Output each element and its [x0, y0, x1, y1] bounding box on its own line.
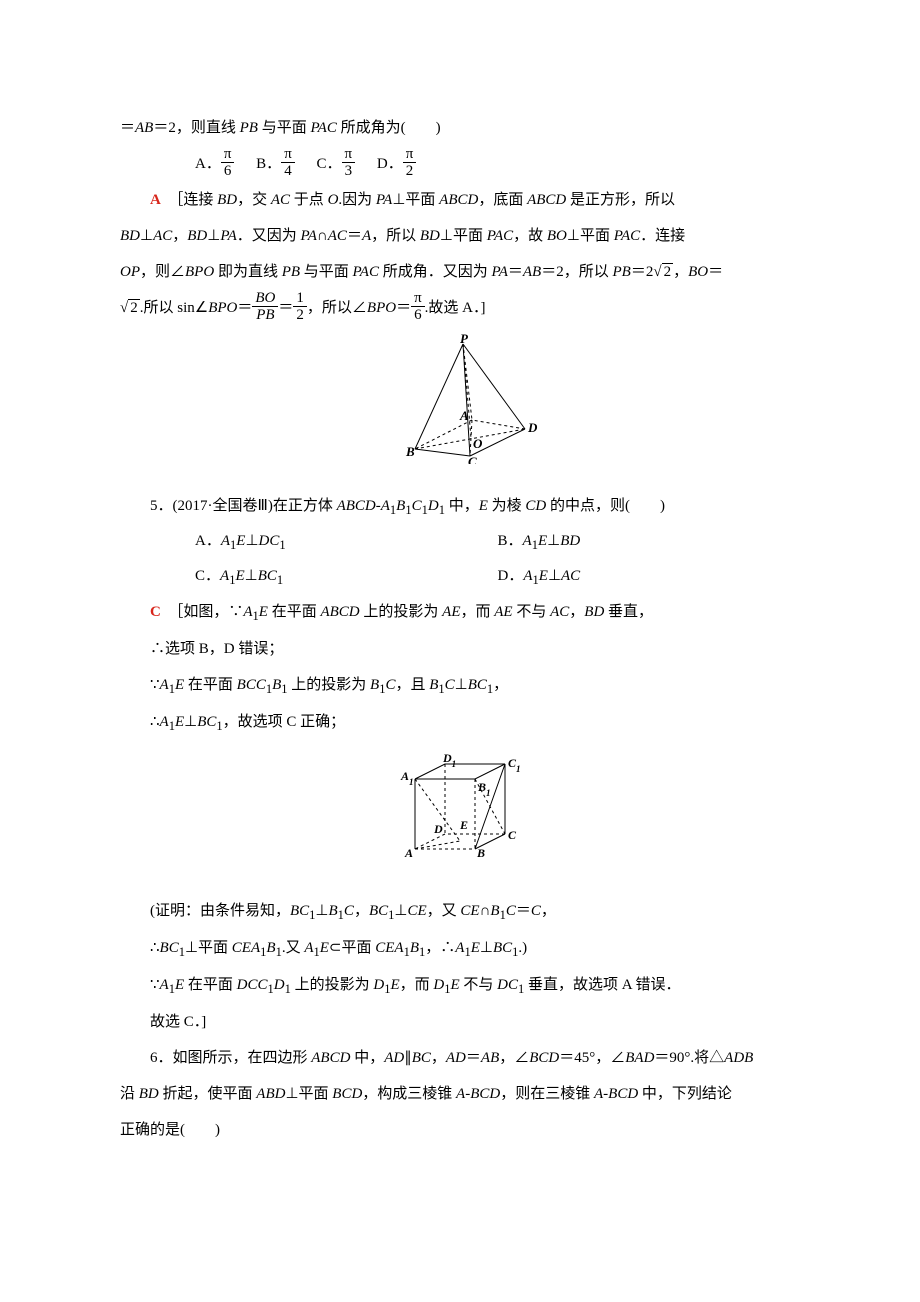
svg-text:A1: A1: [400, 769, 414, 787]
q5-exp-l4: ∴A1E⊥BC1，故选项 C 正确；: [120, 704, 800, 741]
q5-exp-l5: (证明：由条件易知，BC1⊥B1C，BC1⊥CE，又 CE∩B1C＝C，: [120, 893, 800, 930]
q5-stem: 5．(2017·全国卷Ⅲ)在正方体 ABCD-A1B1C1D1 中，E 为棱 C…: [120, 488, 800, 525]
svg-text:P: P: [460, 334, 469, 346]
svg-text:B: B: [476, 846, 485, 860]
svg-text:D1: D1: [442, 751, 456, 769]
q5-options-row1: A．A1E⊥DC1 B．A1E⊥BD: [195, 525, 800, 560]
q5-options-row2: C．A1E⊥BC1 D．A1E⊥AC: [195, 560, 800, 595]
q5-answer-letter: C: [150, 604, 161, 620]
svg-text:A: A: [459, 408, 469, 423]
svg-text:A: A: [404, 846, 413, 860]
page: ＝AB＝2，则直线 PB 与平面 PAC 所成角为( ) A．π6 B．π4 C…: [0, 0, 920, 1302]
svg-text:E: E: [459, 818, 468, 832]
svg-text:C1: C1: [508, 756, 521, 774]
svg-text:C: C: [468, 454, 477, 464]
q5-exp-l3: ∵A1E 在平面 BCC1B1 上的投影为 B1C，且 B1C⊥BC1，: [120, 667, 800, 704]
svg-text:D: D: [433, 822, 443, 836]
q5-exp-l8: 故选 C．]: [120, 1004, 800, 1040]
q5-exp-l2: ∴选项 B，D 错误；: [120, 631, 800, 667]
svg-text:D: D: [527, 420, 538, 435]
q5-option-d[interactable]: D．A1E⊥AC: [498, 560, 801, 595]
q4-options: A．π6 B．π4 C．π3 D．π2: [195, 146, 800, 182]
q4-option-a[interactable]: A．π6: [195, 146, 234, 182]
q4-stem-continuation: ＝AB＝2，则直线 PB 与平面 PAC 所成角为( ): [120, 110, 800, 146]
q5-exp-l6: ∴BC1⊥平面 CEA1B1.又 A1E⊂平面 CEA1B1，∴A1E⊥BC1.…: [120, 930, 800, 967]
q5-option-a[interactable]: A．A1E⊥DC1: [195, 525, 498, 560]
q4-option-d[interactable]: D．π2: [377, 146, 416, 182]
svg-text:C: C: [508, 828, 517, 842]
q4-exp-line4: √2.所以 sin∠BPO＝BOPB＝12，所以∠BPO＝π6.故选 A．]: [120, 290, 800, 326]
q4-option-c[interactable]: C．π3: [317, 146, 356, 182]
q4-option-b[interactable]: B．π4: [256, 146, 295, 182]
q6-stem-l2: 沿 BD 折起，使平面 ABD⊥平面 BCD，构成三棱锥 A-BCD，则在三棱锥…: [120, 1076, 800, 1112]
q5-answer-line1: C ［如图，∵A1E 在平面 ABCD 上的投影为 AE，而 AE 不与 AC，…: [120, 594, 800, 631]
svg-text:B: B: [405, 444, 415, 459]
q5-option-b[interactable]: B．A1E⊥BD: [498, 525, 801, 560]
svg-text:O: O: [473, 436, 483, 451]
q4-answer-letter: A: [150, 192, 161, 208]
q4-exp-line2: BD⊥AC，BD⊥PA．又因为 PA∩AC＝A，所以 BD⊥平面 PAC，故 B…: [120, 218, 800, 254]
q4-exp-line3: OP，则∠BPO 即为直线 PB 与平面 PAC 所成角．又因为 PA＝AB＝2…: [120, 254, 800, 290]
q5-figure-cube: A B C D A1 B1 C1 D1 E: [120, 749, 800, 883]
q4-answer-explanation: A ［连接 BD，交 AC 于点 O.因为 PA⊥平面 ABCD，底面 ABCD…: [120, 182, 800, 218]
q4-figure-pyramid: P A B C D O: [120, 334, 800, 478]
q5-option-c[interactable]: C．A1E⊥BC1: [195, 560, 498, 595]
q6-stem-l1: 6．如图所示，在四边形 ABCD 中，AD∥BC，AD＝AB，∠BCD＝45°，…: [120, 1040, 800, 1076]
q5-exp-l7: ∵A1E 在平面 DCC1D1 上的投影为 D1E，而 D1E 不与 DC1 垂…: [120, 967, 800, 1004]
q6-stem-l3: 正确的是( ): [120, 1112, 800, 1148]
